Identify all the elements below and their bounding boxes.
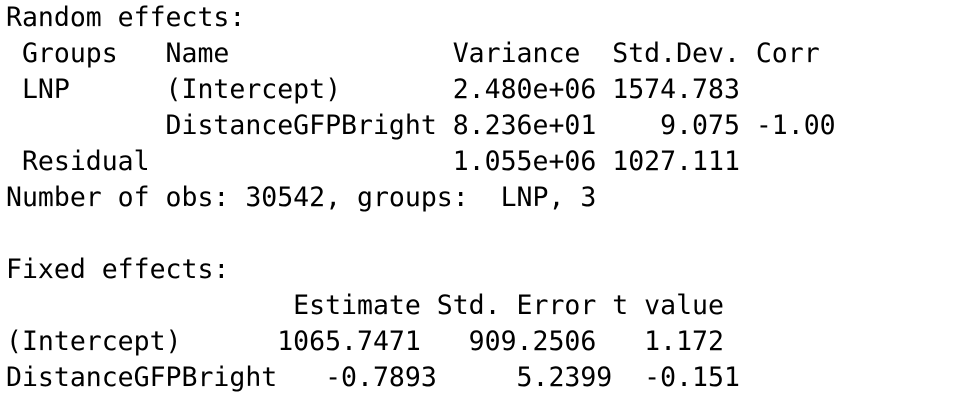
random-effects-row-residual: Residual 1.055e+06 1027.111 [6, 146, 740, 177]
random-effects-row-lnp-intercept: LNP (Intercept) 2.480e+06 1574.783 [6, 74, 740, 105]
fixed-effects-row-intercept: (Intercept) 1065.7471 909.2506 1.172 [6, 326, 724, 357]
random-effects-header: Groups Name Variance Std.Dev. Corr [6, 38, 820, 69]
random-effects-row-lnp-distance: DistanceGFPBright 8.236e+01 9.075 -1.00 [6, 110, 836, 141]
fixed-effects-header: Estimate Std. Error t value [6, 290, 724, 321]
observations-summary: Number of obs: 30542, groups: LNP, 3 [6, 182, 597, 213]
random-effects-heading: Random effects: [6, 2, 246, 33]
fixed-effects-heading: Fixed effects: [6, 254, 230, 285]
fixed-effects-row-distance: DistanceGFPBright -0.7893 5.2399 -0.151 [6, 362, 740, 393]
